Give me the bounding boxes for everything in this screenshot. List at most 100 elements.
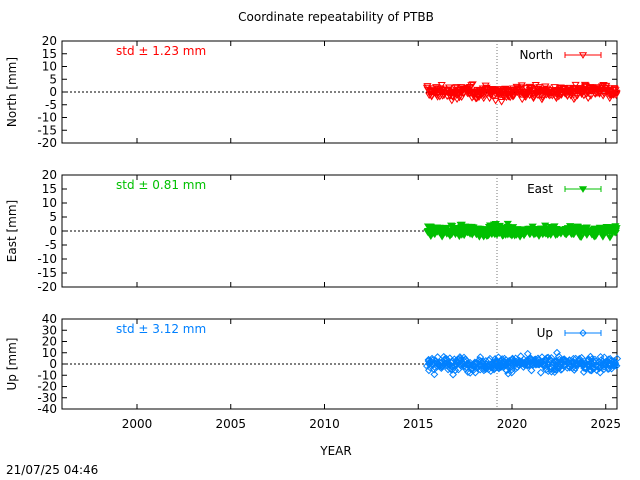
data-point: [467, 82, 476, 89]
data-point: [612, 361, 621, 370]
data-point: [536, 368, 545, 377]
x-axis-label: YEAR: [319, 444, 351, 458]
data-point: [427, 93, 436, 101]
y-tick-label: 15: [42, 47, 57, 61]
data-point: [491, 97, 500, 105]
legend-label: North: [519, 48, 553, 62]
y-tick-label: 20: [42, 335, 57, 349]
y-tick-label: -5: [45, 98, 57, 112]
data-point: [507, 368, 516, 377]
y-axis-label: Up [mm]: [5, 338, 19, 391]
data-point: [586, 366, 595, 375]
data-point: [479, 95, 488, 103]
data-point: [442, 355, 451, 363]
data-point: [538, 94, 547, 102]
y-tick-label: 5: [49, 210, 57, 224]
data-point: [508, 354, 517, 363]
data-point: [504, 88, 513, 95]
data-point: [609, 91, 618, 99]
y-tick-label: 0: [49, 224, 57, 238]
data-point: [488, 85, 497, 93]
y-tick-label: 0: [49, 85, 57, 99]
data-point: [596, 368, 605, 377]
legend-label: Up: [537, 326, 553, 340]
y-tick-label: 10: [42, 196, 57, 210]
std-annotation: std ± 0.81 mm: [116, 178, 206, 192]
x-tick-label: 2005: [215, 417, 246, 431]
data-point: [582, 224, 591, 232]
data-point: [425, 92, 434, 100]
y-tick-label: 10: [42, 346, 57, 360]
y-tick-label: -15: [37, 266, 57, 280]
y-tick-label: 10: [42, 60, 57, 74]
series-points: [422, 81, 621, 106]
x-tick-label: 2025: [590, 417, 621, 431]
y-tick-label: 20: [42, 34, 57, 48]
series-points: [423, 348, 622, 379]
data-point: [578, 186, 588, 193]
data-point: [577, 91, 586, 99]
y-axis-label: North [mm]: [5, 57, 19, 127]
data-point: [494, 363, 503, 372]
footer-timestamp: 21/07/25 04:46: [6, 463, 98, 477]
data-point: [613, 354, 622, 363]
data-point: [454, 355, 463, 364]
x-tick-label: 2015: [403, 417, 434, 431]
data-point: [451, 366, 460, 375]
data-point: [537, 96, 547, 104]
y-tick-label: -10: [37, 368, 57, 382]
chart-title: Coordinate repeatability of PTBB: [238, 10, 434, 24]
data-point: [586, 352, 595, 361]
data-point: [437, 81, 446, 89]
y-tick-label: -10: [37, 111, 57, 125]
y-tick-label: -20: [37, 280, 57, 294]
data-point: [486, 354, 494, 363]
y-tick-label: -20: [37, 136, 57, 150]
x-tick-label: 2000: [122, 417, 153, 431]
y-tick-label: -15: [37, 123, 57, 137]
data-point: [423, 83, 432, 90]
data-point: [457, 94, 466, 102]
data-point: [554, 352, 563, 361]
data-point: [612, 225, 621, 232]
y-tick-label: 0: [49, 357, 57, 371]
data-point: [543, 85, 552, 93]
data-point: [498, 362, 506, 371]
data-point: [518, 96, 527, 104]
data-point: [541, 361, 549, 370]
x-tick-label: 2020: [497, 417, 528, 431]
y-axis-label: East [mm]: [5, 200, 19, 262]
data-point: [571, 81, 580, 89]
y-tick-label: 30: [42, 323, 57, 337]
y-tick-label: -5: [45, 238, 57, 252]
legend-label: East: [527, 182, 553, 196]
data-point: [426, 233, 435, 241]
data-point: [430, 370, 439, 379]
y-tick-label: 5: [49, 72, 57, 86]
series-points: [423, 220, 621, 242]
y-tick-label: -30: [37, 391, 57, 405]
std-annotation: std ± 1.23 mm: [116, 44, 206, 58]
data-point: [490, 359, 499, 368]
y-tick-label: 20: [42, 168, 57, 182]
data-point: [577, 234, 586, 241]
data-point: [468, 81, 477, 88]
y-tick-label: -40: [37, 402, 57, 416]
data-point: [504, 369, 513, 378]
y-tick-label: 40: [42, 312, 57, 326]
data-point: [527, 366, 536, 375]
data-point: [607, 356, 615, 365]
data-point: [481, 85, 490, 93]
data-point: [612, 92, 621, 99]
data-point: [553, 348, 561, 357]
data-point: [586, 93, 596, 100]
std-annotation: std ± 3.12 mm: [116, 322, 206, 336]
data-point: [591, 355, 599, 364]
y-tick-label: 15: [42, 182, 57, 196]
y-tick-label: -20: [37, 380, 57, 394]
